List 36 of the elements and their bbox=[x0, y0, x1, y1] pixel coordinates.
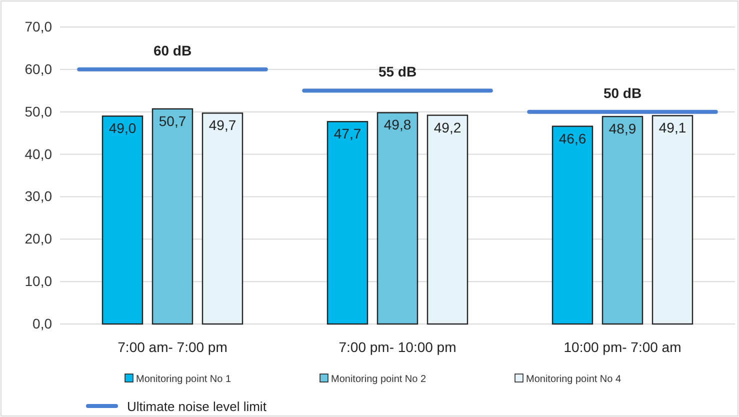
bar bbox=[102, 116, 144, 325]
bar bbox=[326, 121, 368, 325]
y-tick-label: 70,0 bbox=[24, 18, 52, 34]
y-tick-label: 50,0 bbox=[24, 103, 52, 120]
y-tick-label: 30,0 bbox=[24, 188, 52, 204]
text: 49,8 bbox=[384, 116, 412, 133]
bar bbox=[652, 115, 694, 325]
bar bbox=[152, 108, 194, 325]
text: 50,7 bbox=[158, 112, 186, 129]
y-tick-label: 40,0 bbox=[24, 146, 52, 162]
ref-line-label: 50 dB bbox=[603, 84, 642, 101]
text: 46,6 bbox=[558, 130, 586, 146]
y-tick-label: 0,0 bbox=[32, 315, 52, 332]
x-tick-label: 10:00 pm- 7:00 am bbox=[564, 338, 682, 355]
text: 49,7 bbox=[208, 117, 236, 134]
legend-label: Monitoring point No 4 bbox=[526, 374, 622, 385]
ref-line-label: 55 dB bbox=[378, 64, 417, 80]
text: 49,0 bbox=[108, 120, 136, 136]
text: 48,9 bbox=[608, 120, 636, 137]
text: 49,1 bbox=[658, 120, 686, 136]
x-tick-label: 7:00 pm- 10:00 pm bbox=[338, 338, 456, 355]
legend-label: Monitoring point No 1 bbox=[136, 374, 232, 385]
y-tick-label: 10,0 bbox=[24, 273, 52, 290]
x-tick-label: 7:00 am- 7:00 pm bbox=[118, 338, 228, 355]
legend-label: Monitoring point No 2 bbox=[331, 374, 426, 385]
ref-line-label: 60 dB bbox=[153, 42, 192, 58]
y-tick-label: 60,0 bbox=[24, 60, 52, 77]
y-tick-label: 20,0 bbox=[24, 230, 52, 247]
text: Ultimate noise level limit bbox=[127, 399, 267, 414]
bar bbox=[602, 116, 644, 325]
text: 47,7 bbox=[334, 126, 362, 142]
text: 49,2 bbox=[434, 119, 462, 136]
bar bbox=[202, 112, 244, 325]
bar bbox=[376, 112, 418, 325]
bar bbox=[552, 126, 594, 325]
bar bbox=[426, 114, 468, 325]
